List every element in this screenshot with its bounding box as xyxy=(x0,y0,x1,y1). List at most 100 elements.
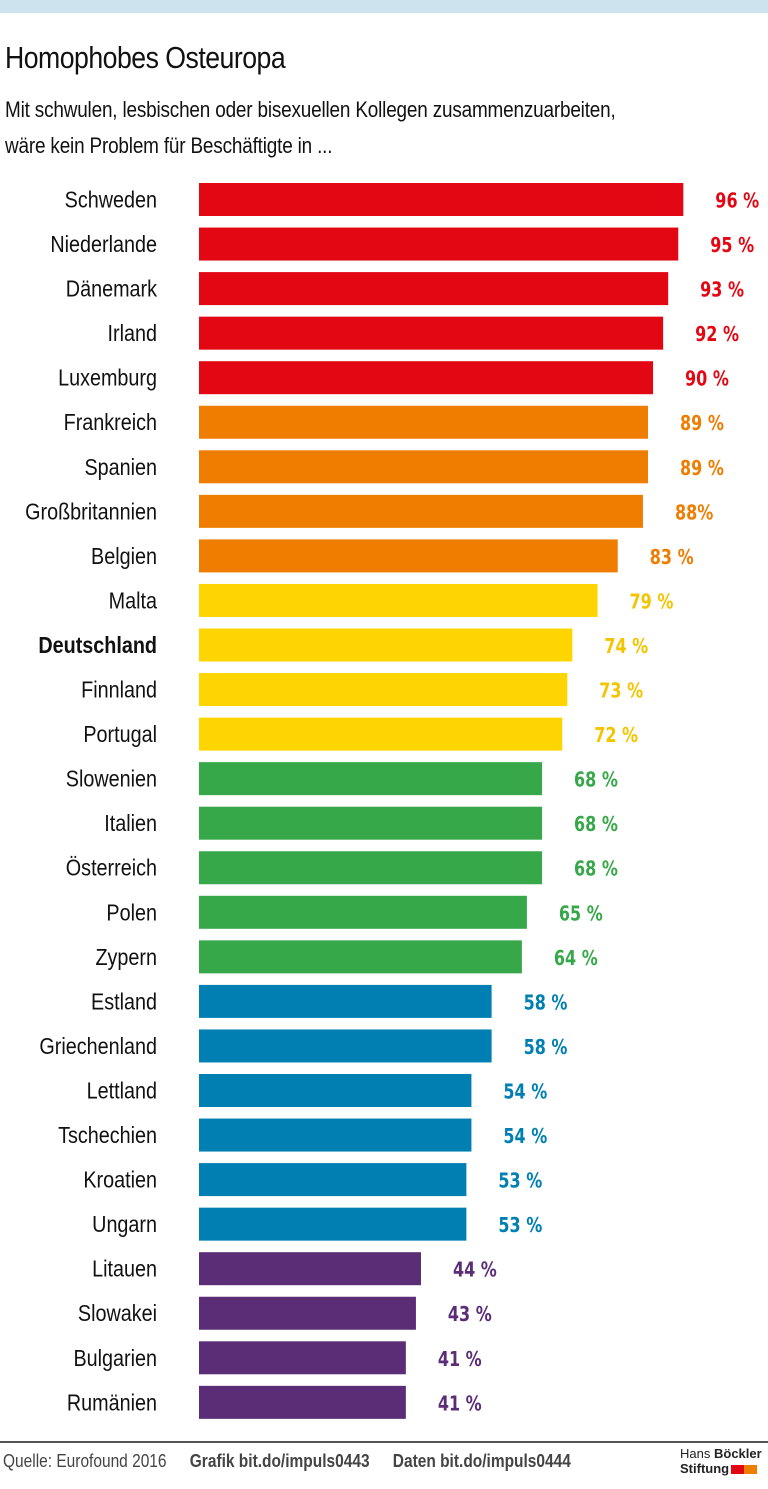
value-label: 74 % xyxy=(604,635,648,658)
category-label: Großbritannien xyxy=(25,499,157,525)
bar-row: Zypern 64 % xyxy=(95,940,598,974)
bar-row: Slowakei 43 % xyxy=(78,1296,492,1330)
category-label: Lettland xyxy=(87,1078,157,1104)
value-label: 54 % xyxy=(503,1125,547,1148)
bar xyxy=(199,1341,406,1375)
value-label: 88% xyxy=(675,502,713,525)
bar-chart: Schweden 96 % Niederlande 95 % Dänemark 93 % I… xyxy=(25,183,759,1419)
bar xyxy=(199,1385,406,1419)
category-label: Portugal xyxy=(83,722,157,748)
category-label: Kroatien xyxy=(83,1167,157,1193)
bar xyxy=(199,1074,472,1107)
bar-row: Schweden 96 % xyxy=(65,183,759,216)
bar-row: Portugal 72 % xyxy=(83,717,638,751)
bar xyxy=(199,539,618,573)
hans-boeckler-logo: Hans Böckler Stiftung xyxy=(680,1446,762,1476)
bar-row: Bulgarien 41 % xyxy=(73,1341,482,1375)
bar xyxy=(199,1118,472,1152)
source-text: Quelle: Eurofound 2016 xyxy=(3,1451,167,1471)
bar-row: Estland 58 % xyxy=(91,984,568,1018)
bar-row: Griechenland 58 % xyxy=(39,1029,568,1063)
logo-red-square-icon xyxy=(731,1465,745,1475)
value-label: 43 % xyxy=(448,1304,492,1327)
value-label: 96 % xyxy=(715,190,759,213)
value-label: 73 % xyxy=(599,680,643,703)
bar xyxy=(199,1207,467,1241)
value-label: 65 % xyxy=(559,903,603,926)
bar xyxy=(199,895,527,929)
footer-divider xyxy=(0,1441,768,1443)
category-label: Ungarn xyxy=(92,1212,157,1238)
subtitle-line-1: Mit schwulen, lesbischen oder bisexuelle… xyxy=(5,97,616,122)
bar xyxy=(199,851,543,885)
daten-link[interactable]: Daten bit.do/impuls0444 xyxy=(392,1451,571,1471)
bar xyxy=(199,227,679,261)
category-label: Finnland xyxy=(81,677,157,703)
bar-row: Italien 68 % xyxy=(104,806,618,840)
bar-row: Frankreich 89 % xyxy=(64,405,724,439)
category-label: Deutschland xyxy=(38,633,157,659)
value-label: 58 % xyxy=(524,992,568,1015)
category-label: Malta xyxy=(109,588,157,614)
bar-row: Irland 92 % xyxy=(108,316,739,350)
bar-row: Österreich 68 % xyxy=(66,851,618,885)
value-label: 41 % xyxy=(438,1348,482,1371)
bar xyxy=(199,984,492,1018)
bar-row: Slowenien 68 % xyxy=(66,762,618,796)
category-label: Slowakei xyxy=(78,1301,157,1327)
value-label: 89 % xyxy=(680,457,724,480)
bar xyxy=(199,272,669,306)
value-label: 68 % xyxy=(574,858,618,881)
chart-subtitle: Mit schwulen, lesbischen oder bisexuelle… xyxy=(5,92,616,164)
bar xyxy=(199,1252,421,1286)
category-label: Rumänien xyxy=(67,1390,157,1416)
category-label: Tschechien xyxy=(58,1123,157,1149)
bar-row: Spanien 89 % xyxy=(84,450,724,484)
bar-row: Rumänien 41 % xyxy=(67,1385,482,1419)
category-label: Litauen xyxy=(92,1256,157,1282)
category-label: Polen xyxy=(106,900,157,926)
value-label: 54 % xyxy=(503,1081,547,1104)
value-label: 90 % xyxy=(685,368,729,391)
logo-orange-square-icon xyxy=(744,1465,758,1475)
chart-title: Homophobes Osteuropa xyxy=(5,40,286,75)
value-label: 72 % xyxy=(594,724,638,747)
value-label: 53 % xyxy=(498,1214,542,1237)
bar xyxy=(199,628,573,662)
bar-row: Dänemark 93 % xyxy=(66,272,744,306)
bar-row: Finnland 73 % xyxy=(81,673,643,707)
bar xyxy=(199,940,522,974)
bar xyxy=(199,673,568,707)
category-label: Belgien xyxy=(91,544,157,570)
value-label: 89 % xyxy=(680,413,724,436)
value-label: 93 % xyxy=(700,279,744,302)
category-label: Bulgarien xyxy=(73,1345,157,1371)
value-label: 83 % xyxy=(650,546,694,569)
bar-row: Litauen 44 % xyxy=(92,1252,497,1286)
bar-row: Belgien 83 % xyxy=(91,539,694,573)
bar-row: Polen 65 % xyxy=(106,895,603,929)
category-label: Zypern xyxy=(95,944,157,970)
logo-text-boeckler: Böckler xyxy=(713,1446,762,1461)
value-label: 68 % xyxy=(574,814,618,837)
footer: Quelle: Eurofound 2016 Grafik bit.do/imp… xyxy=(3,1451,590,1472)
category-label: Griechenland xyxy=(39,1034,157,1060)
bar xyxy=(199,183,684,216)
bar xyxy=(199,450,649,484)
subtitle-line-2: wäre kein Problem für Beschäftigte in ..… xyxy=(5,133,333,158)
value-label: 95 % xyxy=(710,234,754,257)
value-label: 92 % xyxy=(695,323,739,346)
category-label: Luxemburg xyxy=(58,365,157,391)
bar xyxy=(199,1296,416,1330)
value-label: 58 % xyxy=(524,1036,568,1059)
logo-text-stiftung: Stiftung xyxy=(680,1461,730,1476)
value-label: 41 % xyxy=(438,1393,482,1416)
category-label: Österreich xyxy=(66,855,157,881)
bar-row: Niederlande 95 % xyxy=(50,227,754,261)
value-label: 64 % xyxy=(554,947,598,970)
grafik-link[interactable]: Grafik bit.do/impuls0443 xyxy=(189,1451,370,1471)
value-label: 53 % xyxy=(498,1170,542,1193)
bar xyxy=(199,717,563,751)
value-label: 44 % xyxy=(453,1259,497,1282)
category-label: Italien xyxy=(104,811,157,837)
